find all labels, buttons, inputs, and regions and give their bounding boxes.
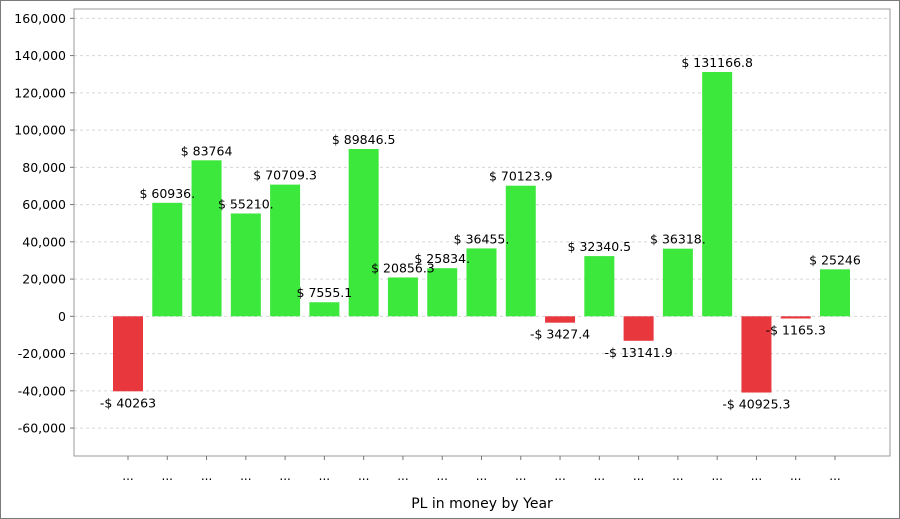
- x-tick-label: ...: [201, 469, 212, 483]
- data-label: $ 70709.3: [253, 168, 317, 183]
- data-label: $ 32340.5: [568, 239, 632, 254]
- y-tick-label: 140,000: [14, 48, 66, 63]
- y-tick-label: 160,000: [14, 11, 66, 26]
- data-label: $ 60936.: [139, 186, 195, 201]
- data-label: $ 89846.5: [332, 132, 396, 147]
- y-tick-label: -60,000: [18, 421, 66, 436]
- x-tick-label: ...: [358, 469, 369, 483]
- x-tick-label: ...: [594, 469, 605, 483]
- bar: [662, 248, 693, 317]
- y-tick-label: 60,000: [22, 197, 66, 212]
- data-label: $ 55210.: [218, 196, 274, 211]
- data-label: $ 36455.: [454, 231, 510, 246]
- x-tick-label: ...: [751, 469, 762, 483]
- data-label: -$ 40925.3: [722, 397, 790, 412]
- bar: [113, 316, 143, 392]
- data-label: $ 70123.9: [489, 169, 553, 184]
- axes: 160,000 140,000 120,000 100,000 80,000 60,000…: [14, 8, 891, 483]
- bar: [427, 268, 458, 317]
- bar: [270, 184, 301, 317]
- data-label: $ 7555.1: [297, 285, 353, 300]
- x-tick-label: ...: [122, 469, 133, 483]
- y-tick-label: 20,000: [22, 272, 66, 287]
- y-tick-label: 80,000: [22, 160, 66, 175]
- bars: [113, 72, 850, 393]
- x-tick-label: ...: [672, 469, 683, 483]
- x-tick-label: ...: [790, 469, 801, 483]
- data-label: -$ 40263: [100, 395, 156, 410]
- data-label: $ 20856.3: [371, 260, 435, 275]
- bar: [191, 160, 222, 317]
- bar: [741, 316, 772, 393]
- x-tick-label: ...: [476, 469, 487, 483]
- x-tick-label: ...: [436, 469, 447, 483]
- x-tick-label: ...: [711, 469, 722, 483]
- bar: [505, 185, 536, 317]
- data-label: $ 36318.: [650, 232, 706, 247]
- data-label: $ 25246: [809, 252, 861, 267]
- y-tick-label: 120,000: [14, 85, 66, 100]
- y-tick-label: 40,000: [22, 234, 66, 249]
- x-tick-label: ...: [554, 469, 565, 483]
- bar: [466, 248, 497, 317]
- data-label: $ 83764: [181, 143, 233, 158]
- x-tick-label: ...: [279, 469, 290, 483]
- bar: [780, 316, 811, 319]
- x-tick-label: ...: [319, 469, 330, 483]
- bar: [152, 202, 183, 317]
- data-label: -$ 3427.4: [530, 327, 590, 342]
- data-label: $ 131166.8: [681, 55, 753, 70]
- bar: [820, 269, 850, 317]
- x-tick-label: ...: [515, 469, 526, 483]
- bar: [387, 277, 418, 317]
- bar: [623, 316, 654, 341]
- bar: [230, 213, 261, 317]
- x-tick-label: ...: [397, 469, 408, 483]
- data-label: $ 25834.: [414, 251, 470, 266]
- x-tick-label: ...: [162, 469, 173, 483]
- data-labels: -$ 40263 $ 60936. $ 83764 $ 55210. $ 70709.3…: [100, 55, 861, 412]
- x-axis-title: PL in money by Year: [411, 496, 553, 512]
- bar: [309, 302, 340, 317]
- data-label: -$ 1165.3: [766, 322, 826, 337]
- x-tick-label: ...: [829, 469, 840, 483]
- bar: [545, 316, 576, 323]
- data-label: -$ 13141.9: [605, 345, 673, 360]
- bar: [348, 148, 379, 317]
- y-tick-label: 0: [58, 309, 66, 324]
- x-tick-label: ...: [240, 469, 251, 483]
- bar: [702, 72, 733, 317]
- x-tick-label: ...: [633, 469, 644, 483]
- y-tick-label: 100,000: [14, 123, 66, 138]
- y-tick-label: -40,000: [18, 383, 66, 398]
- y-tick-label: -20,000: [18, 346, 66, 361]
- bar: [584, 256, 615, 317]
